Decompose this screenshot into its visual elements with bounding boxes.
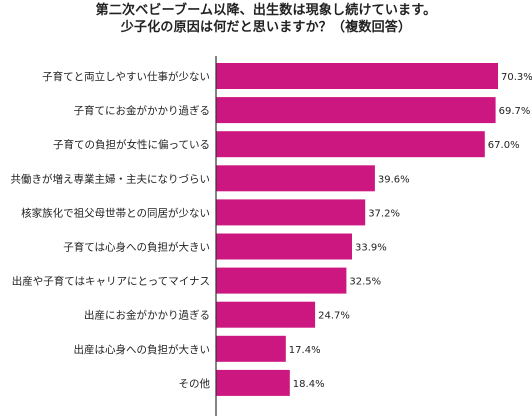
bar	[216, 335, 286, 362]
category-label: 子育てと両立しやすい仕事が少ない	[42, 70, 210, 83]
category-label: その他	[179, 377, 211, 390]
category-label: 子育ては心身への負担が大きい	[63, 241, 210, 254]
category-label: 子育てにお金がかかり過ぎる	[74, 104, 211, 117]
value-label: 32.5%	[349, 277, 381, 288]
value-label: 37.2%	[368, 208, 400, 219]
bar	[216, 267, 347, 294]
value-label: 39.6%	[378, 174, 410, 185]
category-label: 子育ての負担が女性に偏っている	[53, 138, 210, 151]
value-label: 24.7%	[318, 311, 350, 322]
chart-title-line-1: 第二次ベビーブーム以降、出生数は現象し続けています。	[95, 3, 437, 18]
value-label: 70.3%	[501, 72, 532, 83]
category-label: 共働きが増え専業主婦・主夫になりづらい	[11, 172, 211, 185]
chart-title-line-2: 少子化の原因は何だと思いますか？（複数回答）	[120, 20, 412, 35]
value-label: 17.4%	[289, 345, 321, 356]
bar	[216, 301, 316, 328]
value-label: 33.9%	[355, 243, 387, 254]
bar	[216, 63, 498, 89]
bar	[216, 199, 366, 226]
bar	[216, 369, 290, 396]
value-label: 18.4%	[293, 379, 325, 390]
category-label: 核家族化で祖父母世帯との同居が少ない	[21, 206, 210, 219]
value-label: 67.0%	[488, 140, 520, 151]
category-label: 出産にお金がかかり過ぎる	[84, 309, 210, 322]
value-label: 69.7%	[499, 106, 531, 117]
bar	[216, 131, 485, 158]
category-label: 出産や子育てはキャリアにとってマイナス	[12, 275, 210, 288]
bar	[216, 97, 496, 124]
bar	[216, 165, 375, 192]
category-label: 出産は心身への負担が大きい	[74, 343, 211, 356]
bar	[216, 233, 352, 260]
